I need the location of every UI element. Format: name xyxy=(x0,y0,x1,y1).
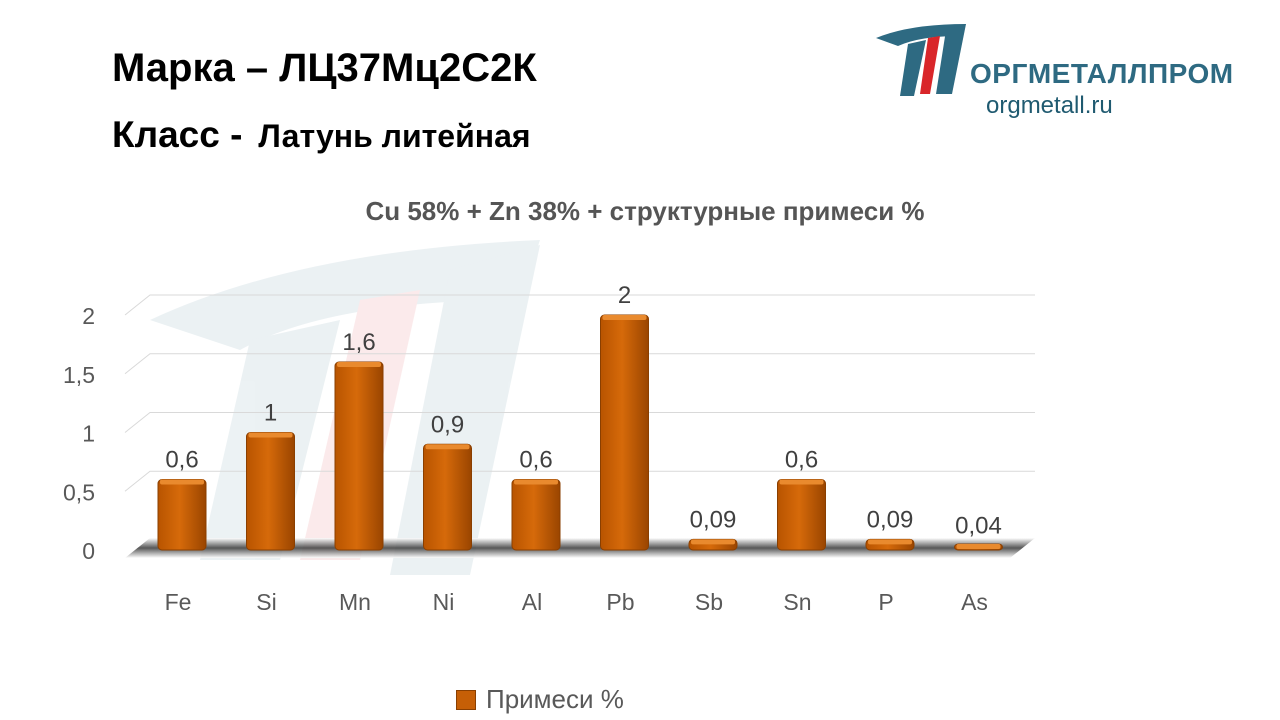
chart-title: Cu 58% + Zn 38% + структурные примеси % xyxy=(365,196,925,226)
data-label: 1,6 xyxy=(342,329,375,356)
bar-body xyxy=(246,432,295,551)
bar-top xyxy=(248,432,293,438)
class-value: Латунь литейная xyxy=(258,118,531,154)
data-label: 0,04 xyxy=(955,512,1002,539)
x-axis-labels: Fe Si Mn Ni Al Pb Sb Sn P As xyxy=(165,589,988,615)
class-heading: Класс - Латунь литейная xyxy=(112,114,531,156)
bar-top xyxy=(160,479,204,485)
y-axis-labels: 0 0,5 1 1,5 2 xyxy=(63,303,95,564)
bar-top xyxy=(779,479,824,485)
bar-body xyxy=(423,443,472,551)
bar-top xyxy=(425,444,470,450)
bar-ni xyxy=(423,443,472,551)
gridline xyxy=(124,470,1035,492)
gridline xyxy=(124,412,1035,433)
bar-body xyxy=(511,479,561,551)
x-tick-label: P xyxy=(878,589,893,615)
data-label: 0,09 xyxy=(867,506,914,533)
grade-label: Марка xyxy=(112,46,235,90)
bar-top xyxy=(691,539,735,545)
bar-as xyxy=(954,543,1003,551)
data-label: 1 xyxy=(264,400,277,427)
data-label: 0,6 xyxy=(785,447,818,474)
brand-name: ОРГМЕТАЛЛПРОМ xyxy=(970,58,1234,89)
y-tick-label: 1,5 xyxy=(63,362,95,388)
grade-dash: – xyxy=(245,46,269,90)
chart-gridlines xyxy=(124,294,1035,492)
bar-pb xyxy=(600,314,649,551)
legend-swatch xyxy=(456,689,476,710)
grade-heading: Марка – ЛЦ37Мц2С2К xyxy=(112,46,537,91)
bar-body xyxy=(334,361,384,551)
data-label: 0,6 xyxy=(165,447,198,474)
y-tick-label: 1 xyxy=(82,421,95,447)
data-label: 0,9 xyxy=(431,411,464,438)
bar-top xyxy=(337,362,381,367)
bar-al xyxy=(511,479,561,551)
x-tick-label: Ni xyxy=(433,589,455,615)
bar-top xyxy=(514,479,558,485)
bar-mn xyxy=(334,361,384,551)
legend-label: Примеси % xyxy=(486,684,624,714)
value-labels: 0,6 1 1,6 0,9 0,6 2 0,09 0,6 0,09 0,04 xyxy=(165,282,1002,539)
x-tick-label: Pb xyxy=(606,589,634,615)
x-tick-label: Al xyxy=(522,589,542,615)
bar-sb xyxy=(688,538,738,551)
bar-body xyxy=(777,479,826,551)
brand-url[interactable]: orgmetall.ru xyxy=(986,92,1113,119)
gridline xyxy=(124,294,1035,316)
y-tick-label: 0 xyxy=(82,538,95,564)
bar-body xyxy=(600,314,649,551)
bar-top xyxy=(956,544,1001,549)
x-tick-label: Mn xyxy=(339,589,371,615)
x-tick-label: Sb xyxy=(695,589,723,615)
x-tick-label: Sn xyxy=(783,589,811,615)
x-tick-label: As xyxy=(961,589,988,615)
chart-bars xyxy=(157,314,1003,551)
data-label: 0,6 xyxy=(519,447,552,474)
bar-p xyxy=(865,538,915,551)
bar-top xyxy=(868,539,912,545)
bar-si xyxy=(246,432,295,551)
bar-sn xyxy=(777,479,826,551)
grade-value: ЛЦ37Мц2С2К xyxy=(279,46,537,90)
bar-top xyxy=(602,315,647,320)
y-tick-label: 2 xyxy=(82,303,95,329)
x-tick-label: Si xyxy=(256,589,276,615)
gridline xyxy=(124,353,1035,375)
chart-legend: Примеси % xyxy=(456,684,624,715)
y-tick-label: 0,5 xyxy=(63,479,95,505)
class-label: Класс - xyxy=(112,114,243,155)
x-tick-label: Fe xyxy=(165,589,192,615)
data-label: 0,09 xyxy=(690,506,737,533)
bar-fe xyxy=(157,479,207,551)
data-label: 2 xyxy=(618,282,631,309)
brand-logo[interactable]: ОРГМЕТАЛЛПРОМ orgmetall.ru xyxy=(870,16,1260,126)
brand-logo-icon xyxy=(876,24,966,96)
bar-body xyxy=(157,479,207,551)
